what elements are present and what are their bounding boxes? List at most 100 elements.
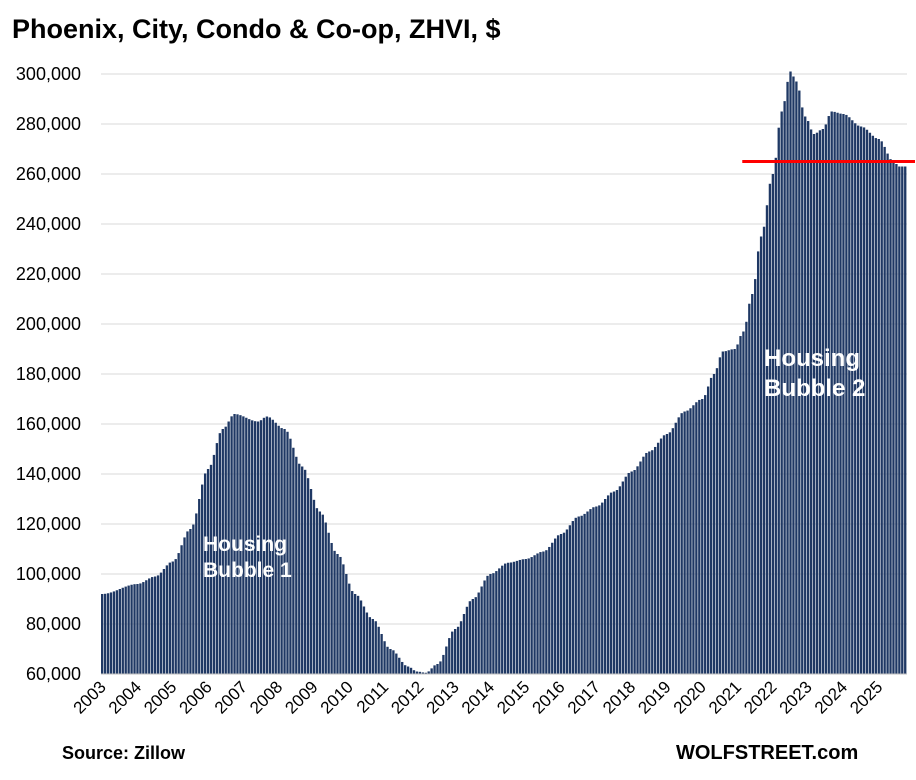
x-tick-label: 2013 — [423, 677, 463, 717]
bar — [183, 537, 186, 674]
x-tick-label: 2012 — [387, 677, 427, 717]
bar — [309, 489, 313, 674]
bar — [506, 562, 510, 674]
bar — [592, 507, 595, 674]
bar — [103, 593, 107, 674]
bar — [804, 116, 807, 674]
x-tick-label: 2011 — [353, 677, 392, 716]
x-tick-label: 2018 — [599, 677, 639, 717]
y-tick-label: 300,000 — [16, 64, 81, 84]
bar — [624, 476, 627, 674]
bar — [474, 597, 477, 674]
bar — [751, 294, 754, 674]
x-tick-label: 2010 — [317, 677, 357, 717]
bar — [236, 414, 239, 674]
bar — [445, 646, 448, 674]
bar — [498, 568, 501, 675]
bar — [192, 524, 195, 674]
bar — [874, 138, 877, 674]
bar — [259, 420, 263, 674]
bar — [339, 556, 342, 674]
bar — [336, 554, 339, 674]
bar — [453, 629, 457, 674]
bar — [615, 490, 619, 674]
bar — [189, 529, 192, 674]
bar — [739, 336, 742, 674]
bar — [139, 583, 142, 674]
bar — [777, 127, 780, 674]
bar — [565, 529, 569, 674]
bar — [783, 101, 786, 674]
bar — [509, 562, 513, 674]
bar — [692, 405, 695, 674]
bar — [754, 279, 757, 674]
bar — [198, 499, 201, 674]
bar — [533, 555, 536, 674]
bar — [774, 157, 777, 675]
bar — [121, 587, 124, 674]
y-tick-label: 180,000 — [16, 364, 81, 384]
bar — [583, 513, 586, 674]
bar — [362, 606, 366, 674]
bar — [221, 429, 224, 674]
bar — [245, 417, 248, 674]
bar — [159, 572, 163, 674]
bar — [901, 166, 904, 674]
bar — [556, 535, 560, 674]
bar — [165, 565, 169, 674]
bar — [839, 113, 842, 675]
bar — [130, 584, 133, 674]
bar — [201, 484, 204, 674]
x-tick-label: 2020 — [670, 677, 710, 717]
bar — [686, 410, 689, 674]
bar — [518, 559, 522, 674]
bar — [151, 577, 154, 674]
y-tick-label: 200,000 — [16, 314, 81, 334]
bar — [459, 621, 463, 674]
bar — [727, 350, 730, 674]
bar — [342, 564, 345, 674]
y-tick-label: 120,000 — [16, 514, 81, 534]
annotation-line: Housing — [203, 533, 287, 556]
bar — [248, 419, 251, 674]
bar — [680, 413, 683, 674]
bar — [848, 117, 851, 675]
bar — [218, 433, 221, 674]
bar — [748, 303, 751, 674]
bar — [530, 557, 533, 674]
bar — [486, 575, 489, 674]
bar — [762, 226, 766, 675]
bar — [548, 546, 551, 674]
bar — [551, 542, 554, 674]
bar — [627, 472, 630, 674]
bar — [695, 402, 698, 674]
bar — [265, 416, 269, 674]
bar — [586, 511, 589, 674]
bar — [462, 614, 466, 674]
bar — [733, 349, 736, 674]
bar — [836, 112, 839, 674]
bar — [262, 417, 266, 674]
bar — [898, 166, 901, 674]
bar — [806, 121, 810, 675]
bar — [621, 481, 624, 674]
bar — [606, 495, 610, 674]
bar — [659, 438, 663, 674]
bar — [106, 593, 110, 674]
bar — [706, 386, 710, 674]
bar — [589, 509, 592, 674]
bar — [224, 426, 227, 674]
bar — [148, 578, 151, 674]
bar — [109, 592, 113, 674]
bar — [280, 428, 283, 674]
bar — [480, 586, 483, 674]
bar — [239, 415, 242, 674]
bar — [168, 562, 171, 674]
bar — [330, 542, 333, 674]
bar — [801, 107, 804, 675]
bar — [868, 132, 872, 674]
bar — [789, 71, 792, 674]
bar — [689, 408, 692, 674]
bar — [756, 251, 760, 674]
